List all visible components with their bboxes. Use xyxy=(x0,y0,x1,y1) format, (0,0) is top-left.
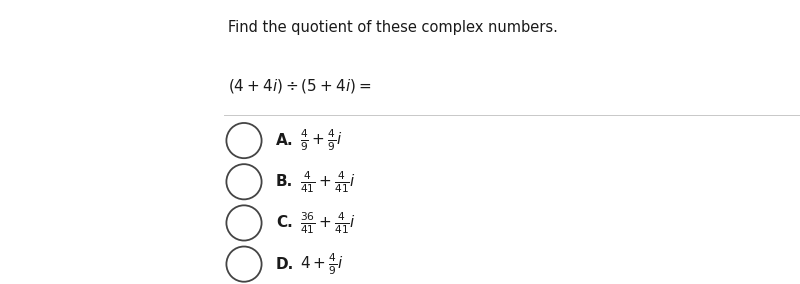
Text: $\frac{4}{41}+\frac{4}{41}i$: $\frac{4}{41}+\frac{4}{41}i$ xyxy=(300,169,356,195)
Text: $4+\frac{4}{9}i$: $4+\frac{4}{9}i$ xyxy=(300,251,343,277)
Text: D.: D. xyxy=(276,257,294,272)
Text: $(4 + 4i) \div (5 + 4i) =$: $(4 + 4i) \div (5 + 4i) =$ xyxy=(228,77,371,95)
Text: B.: B. xyxy=(276,174,294,189)
Text: $\frac{4}{9}+\frac{4}{9}i$: $\frac{4}{9}+\frac{4}{9}i$ xyxy=(300,128,342,153)
Text: C.: C. xyxy=(276,216,293,230)
Text: $\frac{36}{41}+\frac{4}{41}i$: $\frac{36}{41}+\frac{4}{41}i$ xyxy=(300,210,356,236)
Text: Find the quotient of these complex numbers.: Find the quotient of these complex numbe… xyxy=(228,20,558,35)
Text: A.: A. xyxy=(276,133,294,148)
